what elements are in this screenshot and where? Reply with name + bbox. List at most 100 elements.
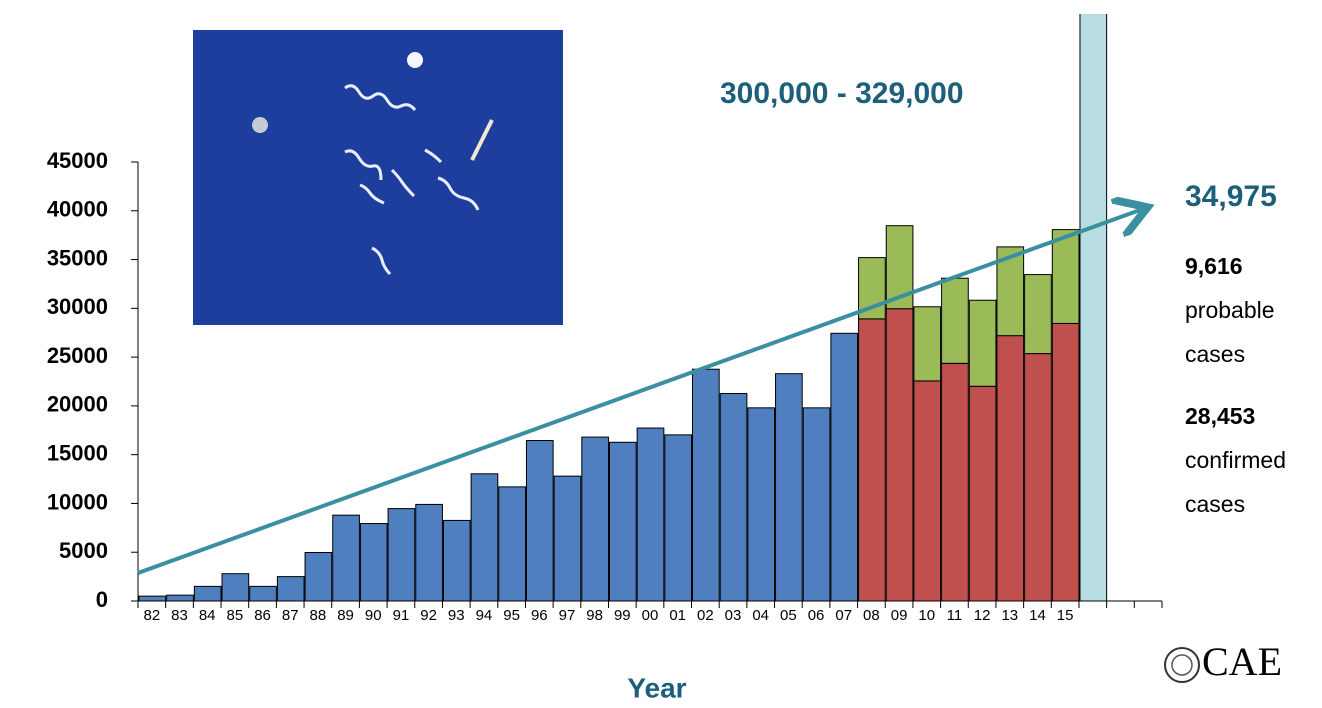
x-tick-label: 94 [476, 607, 493, 624]
y-tick-label: 10000 [47, 489, 108, 514]
bar [775, 373, 803, 602]
bar [1079, 14, 1108, 602]
bar [996, 246, 1025, 337]
y-tick-label: 15000 [47, 440, 108, 465]
bar [332, 514, 360, 602]
bar [359, 523, 388, 602]
bar [802, 407, 831, 602]
x-tick-label: 89 [337, 607, 354, 624]
x-tick-label: 03 [725, 607, 742, 624]
x-tick-label: 02 [697, 607, 714, 624]
y-tick-label: 0 [96, 587, 108, 612]
y-tick-label: 45000 [47, 148, 108, 173]
x-tick-label: 98 [586, 607, 603, 624]
bar [442, 519, 471, 602]
bar [138, 595, 167, 602]
bar [664, 434, 693, 602]
bar [1051, 229, 1080, 324]
x-tick-label: 86 [254, 607, 271, 624]
x-tick-label: 15 [1057, 607, 1074, 624]
x-tick-label: 83 [171, 607, 188, 624]
bar [913, 380, 942, 602]
cases-text: cases [1185, 491, 1245, 517]
x-tick-label: 82 [143, 607, 160, 624]
bar [470, 473, 499, 602]
bar [249, 585, 277, 602]
bar [608, 441, 637, 602]
bar [525, 440, 554, 602]
bar [166, 594, 194, 602]
x-tick-label: 07 [835, 607, 852, 624]
x-tick-label: 88 [310, 607, 327, 624]
x-tick-label: 85 [227, 607, 244, 624]
bar [1024, 353, 1052, 602]
bar [636, 427, 665, 602]
x-tick-label: 95 [503, 607, 520, 624]
bar [304, 552, 333, 602]
x-tick-label: 92 [420, 607, 437, 624]
x-tick-label: 99 [614, 607, 631, 624]
x-tick-label: 08 [863, 607, 880, 624]
x-tick-label: 84 [199, 607, 216, 624]
x-tick-label: 10 [918, 607, 935, 624]
x-tick-label: 90 [365, 607, 382, 624]
bar [415, 503, 443, 602]
bar [885, 308, 914, 602]
y-tick-label: 25000 [47, 343, 108, 368]
bar [913, 306, 942, 382]
logo: CAE [1164, 639, 1282, 684]
bar [968, 385, 997, 602]
total-label: 34,975 [1185, 180, 1277, 213]
bar [1051, 322, 1080, 602]
bar [941, 362, 969, 602]
x-tick-label: 14 [1029, 607, 1046, 624]
x-tick-label: 00 [642, 607, 659, 624]
probable-text: probable [1185, 297, 1275, 323]
trend-arrow [137, 210, 1140, 575]
x-tick-label: 06 [808, 607, 825, 624]
bars [138, 14, 1108, 602]
cases-text: cases [1185, 341, 1245, 367]
x-tick-label: 91 [393, 607, 410, 624]
bar [498, 486, 526, 602]
x-axis-title: Year [627, 672, 686, 703]
bar [885, 225, 914, 310]
bar [581, 436, 609, 602]
x-tick-label: 13 [1001, 607, 1018, 624]
y-tick-label: 20000 [47, 392, 108, 417]
bar [276, 576, 305, 602]
confirmed-count: 28,453 [1185, 403, 1255, 429]
bar [747, 407, 776, 602]
x-tick-label: 04 [752, 607, 769, 624]
y-tick-label: 5000 [59, 538, 108, 563]
bar [387, 508, 416, 602]
bar [858, 318, 886, 602]
x-tick-label: 12 [974, 607, 991, 624]
bar [830, 332, 859, 602]
bar [221, 573, 250, 602]
bar [553, 475, 582, 602]
x-tick-label: 96 [531, 607, 548, 624]
photo [193, 30, 563, 325]
x-tick-label: 97 [559, 607, 576, 624]
bar [941, 277, 969, 364]
y-tick-label: 40000 [47, 197, 108, 222]
y-tick-label: 30000 [47, 294, 108, 319]
bar [692, 368, 720, 602]
logo-text: CAE [1202, 639, 1282, 684]
bar [1024, 274, 1052, 355]
bar [719, 392, 748, 602]
estimate-label: 300,000 - 329,000 [720, 77, 964, 110]
bar [996, 335, 1025, 602]
bar [968, 299, 997, 387]
bar [193, 585, 222, 602]
x-tick-label: 01 [669, 607, 686, 624]
x-tick-label: 09 [891, 607, 908, 624]
probable-count: 9,616 [1185, 253, 1243, 279]
x-tick-label: 87 [282, 607, 299, 624]
y-tick-label: 35000 [47, 245, 108, 270]
x-tick-label: 93 [448, 607, 465, 624]
confirmed-text: confirmed [1185, 447, 1286, 473]
x-tick-label: 11 [947, 607, 963, 624]
